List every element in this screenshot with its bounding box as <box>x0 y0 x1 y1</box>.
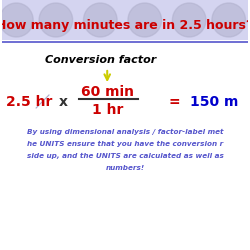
FancyBboxPatch shape <box>2 0 248 40</box>
Circle shape <box>39 3 73 37</box>
Circle shape <box>212 3 246 37</box>
Circle shape <box>84 3 117 37</box>
Text: 150 m: 150 m <box>190 95 238 109</box>
Text: How many minutes are in 2.5 hours?: How many minutes are in 2.5 hours? <box>0 20 250 32</box>
Text: By using dimensional analysis / factor-label met: By using dimensional analysis / factor-l… <box>27 129 223 135</box>
Text: 2.5 hr: 2.5 hr <box>6 95 52 109</box>
Text: side up, and the UNITS are calculated as well as: side up, and the UNITS are calculated as… <box>26 153 224 159</box>
Text: numbers!: numbers! <box>106 165 144 171</box>
Circle shape <box>128 3 162 37</box>
Text: he UNITS ensure that you have the conversion r: he UNITS ensure that you have the conver… <box>27 141 223 147</box>
Text: 1 hr: 1 hr <box>92 103 123 117</box>
Text: 60 min: 60 min <box>81 85 134 99</box>
Text: x: x <box>58 95 67 109</box>
Text: =: = <box>168 95 180 109</box>
Circle shape <box>172 3 206 37</box>
Text: Conversion factor: Conversion factor <box>45 55 156 65</box>
Circle shape <box>0 3 33 37</box>
